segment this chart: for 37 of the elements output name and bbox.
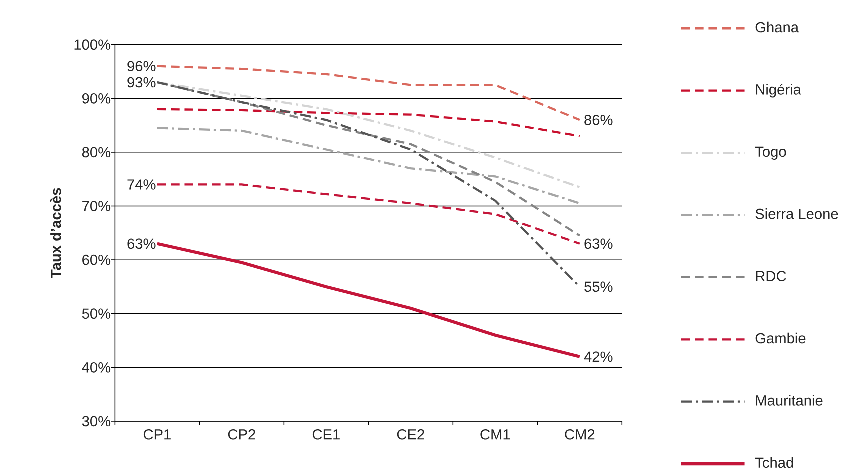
x-tick-label: CM1: [480, 430, 510, 440]
data-label: 86%: [584, 115, 613, 126]
line-series: [156, 65, 581, 122]
x-tick-label: CE2: [397, 430, 424, 440]
y-tick-label: 60%: [82, 254, 111, 266]
data-label: 74%: [128, 180, 156, 190]
y-tick-label: 90%: [82, 94, 111, 104]
legend-label: Gambie: [756, 333, 806, 344]
legend-label: Mauritanie: [756, 395, 823, 406]
y-tick-label: 40%: [82, 362, 111, 373]
data-label: 63%: [128, 238, 156, 250]
legend-label: Ghana: [756, 22, 800, 33]
line-series: [156, 108, 581, 138]
data-label: 55%: [584, 282, 613, 292]
legend-label: Tchad: [755, 457, 794, 468]
data-label: 93%: [128, 77, 156, 88]
y-tick-label: 80%: [82, 147, 111, 158]
x-tick-label: CP1: [144, 430, 171, 440]
y-tick-label: 70%: [82, 201, 111, 212]
line-series: [156, 82, 581, 189]
line-series: [156, 184, 581, 246]
data-label: 42%: [584, 352, 613, 362]
x-tick-label: CE1: [312, 430, 340, 440]
legend-label: Togo: [755, 146, 786, 160]
line-series: [156, 242, 582, 359]
y-tick-label: 50%: [82, 308, 111, 320]
y-axis-title: Taux d’accès: [50, 188, 62, 278]
data-label: 96%: [128, 61, 156, 72]
legend-label: Nigéria: [756, 84, 802, 98]
data-label: 63%: [584, 238, 613, 250]
legend-label: RDC: [756, 271, 786, 282]
y-tick-label: 30%: [82, 416, 111, 427]
line-series: [156, 127, 581, 205]
legend-label: Sierra Leone: [756, 208, 838, 220]
x-tick-label: CM2: [565, 430, 595, 440]
y-tick-label: 100%: [74, 40, 111, 50]
x-tick-label: CP2: [228, 430, 256, 440]
